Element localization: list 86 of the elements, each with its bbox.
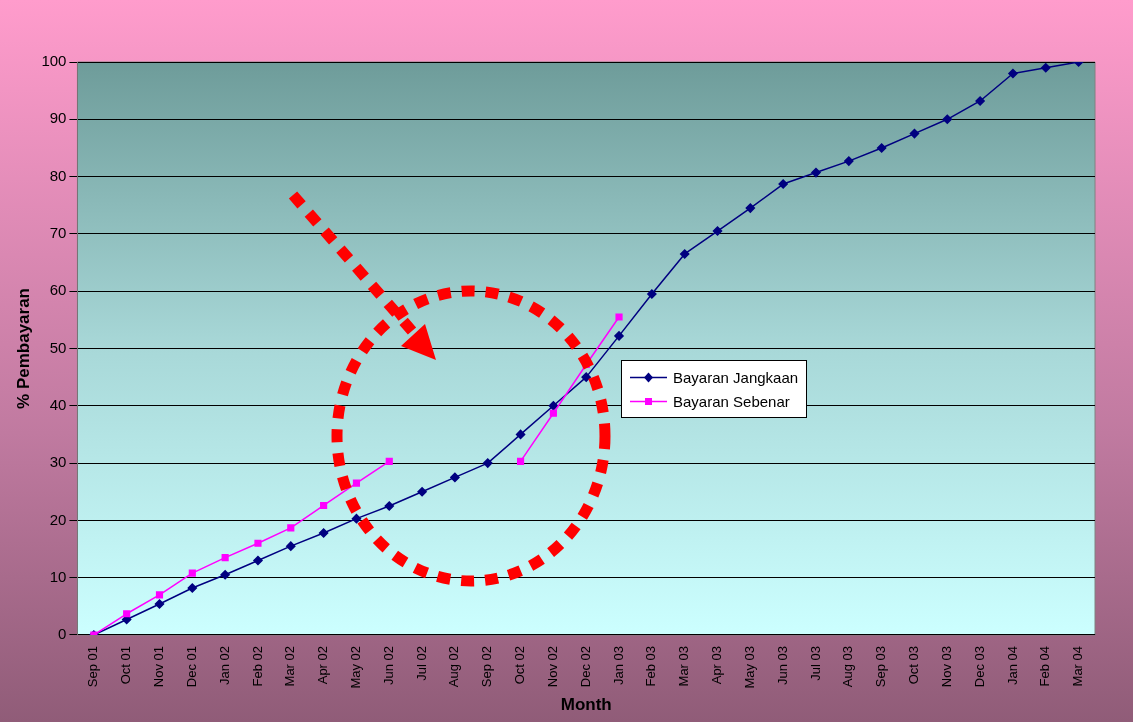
point [286,541,296,551]
point [287,524,295,532]
y-tick-label: 10 [49,567,67,585]
point [975,96,985,106]
point [844,156,854,166]
x-tick-label: Nov 01 [151,645,167,688]
x-tick-label: Feb 03 [643,645,659,687]
point [188,569,196,577]
point [1041,62,1051,73]
point [320,501,328,510]
point [778,179,788,189]
point [1008,68,1018,79]
point [254,539,262,547]
point [318,528,329,538]
y-tick-label: 20 [49,510,67,528]
point [712,226,723,236]
y-tick-label: 70 [49,224,67,242]
point [515,429,526,440]
point [155,591,164,599]
y-tick-label: 80 [49,166,67,184]
point [351,513,362,524]
x-tick-label: Jan 02 [216,645,232,686]
x-tick-label: Dec 03 [971,645,987,688]
x-tick-label: Sep 02 [479,645,495,688]
point [221,554,229,562]
x-tick-label: Dec 01 [183,645,199,688]
x-tick-label: Feb 04 [1037,645,1053,687]
point [154,599,165,609]
x-tick-label: Dec 02 [577,645,593,688]
point [187,583,198,593]
y-tick-label: 60 [49,281,67,299]
x-axis-title: Month [560,695,612,715]
point [417,486,427,497]
point [647,289,657,299]
x-tick-label: Jun 02 [380,645,396,686]
legend-label: Bayaran Sebenar [673,392,790,410]
x-tick-label: Aug 02 [446,645,462,688]
point [745,203,756,213]
x-tick-label: Mar 02 [282,645,298,687]
x-tick-label: Nov 03 [938,645,954,688]
x-tick-label: Nov 02 [544,645,560,688]
point [516,457,525,465]
y-tick-label: 50 [49,338,67,356]
x-tick-label: Oct 02 [512,645,528,685]
point [253,555,263,566]
legend-label: Bayaran Jangkaan [673,368,799,386]
point [876,143,887,153]
point [352,479,361,487]
x-tick-label: Feb 02 [249,645,265,687]
point [123,610,131,618]
point [679,249,690,259]
y-tick-label: 0 [58,625,67,643]
point [614,331,624,341]
x-tick-label: May 02 [348,645,364,689]
x-tick-label: May 03 [741,645,757,689]
point [549,409,557,417]
x-tick-label: Jul 02 [413,645,429,681]
x-tick-label: Apr 03 [709,645,725,685]
point [384,501,395,511]
x-tick-label: Jun 03 [774,645,790,686]
x-tick-label: Jan 03 [610,645,626,686]
point [482,458,493,468]
y-tick-label: 40 [49,395,67,413]
x-tick-label: Jul 03 [807,645,823,681]
x-tick-label: Apr 02 [315,645,331,685]
point [811,167,821,178]
point [615,313,623,321]
point [385,457,393,465]
x-tick-label: Mar 04 [1070,645,1086,687]
x-tick-label: Sep 01 [85,645,101,688]
point [220,570,230,580]
point [581,372,591,382]
x-tick-label: Oct 01 [118,645,134,685]
x-tick-label: Jan 04 [1004,645,1020,686]
y-tick-label: 100 [41,52,67,70]
y-axis-title: % Pembayaran [13,288,33,409]
x-tick-label: Mar 03 [676,645,692,687]
y-tick-label: 90 [49,109,67,127]
point [942,114,953,125]
point [450,472,460,483]
x-tick-label: Sep 03 [873,645,889,688]
x-tick-label: Aug 03 [840,645,856,688]
y-tick-label: 30 [49,453,67,471]
point [548,401,559,411]
x-tick-label: Oct 03 [906,645,922,685]
point [909,128,920,139]
